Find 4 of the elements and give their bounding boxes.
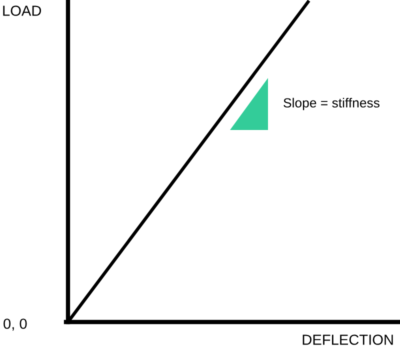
x-axis-title: DEFLECTION [302, 334, 393, 345]
annotation: Slope = stiffness [284, 98, 380, 110]
text: 0, 0 [4, 318, 27, 331]
y-axis-title: LOAD [3, 6, 42, 16]
